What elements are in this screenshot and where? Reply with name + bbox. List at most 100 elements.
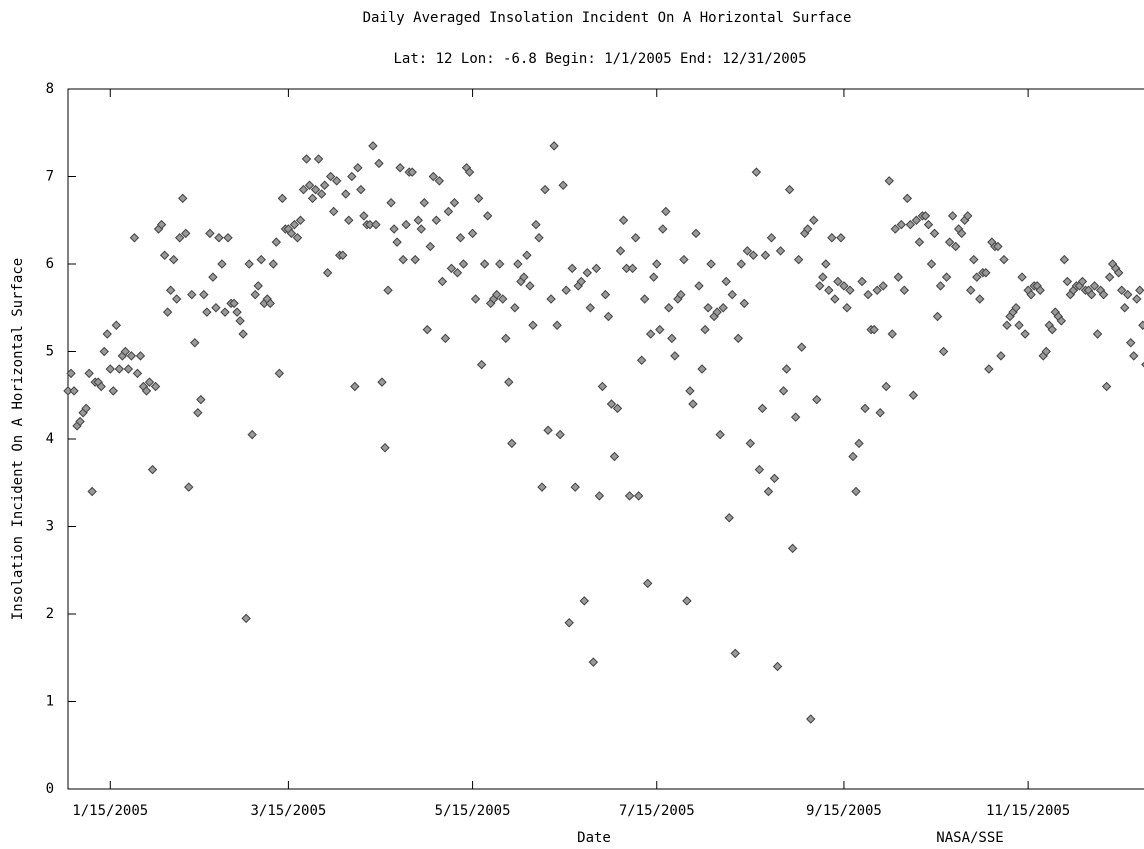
x-tick-label: 5/15/2005	[435, 803, 511, 819]
data-point	[564, 618, 574, 628]
data-point	[642, 578, 653, 589]
data-point	[929, 228, 940, 239]
data-point	[319, 180, 330, 190]
data-point	[549, 141, 559, 151]
data-point	[730, 648, 740, 659]
y-tick-label: 2	[46, 606, 54, 622]
data-point	[1113, 268, 1124, 278]
data-point	[220, 307, 230, 317]
data-point	[652, 259, 662, 269]
data-point	[147, 464, 158, 475]
data-point	[736, 259, 746, 269]
data-point	[498, 294, 508, 304]
data-point	[380, 443, 390, 453]
data-point	[863, 289, 873, 300]
data-point	[588, 657, 599, 667]
data-point	[905, 219, 916, 230]
data-point	[452, 268, 463, 278]
data-point	[395, 163, 405, 173]
data-point	[558, 180, 568, 190]
data-point	[301, 154, 312, 164]
data-point	[196, 394, 206, 405]
data-point	[682, 596, 692, 606]
data-point	[353, 163, 363, 173]
data-point	[1041, 346, 1051, 357]
data-point	[857, 276, 867, 287]
data-point	[932, 311, 943, 322]
data-point	[757, 403, 768, 414]
data-point	[718, 303, 728, 313]
data-point	[307, 193, 318, 204]
data-point	[437, 276, 448, 287]
data-point	[920, 211, 931, 221]
data-point	[636, 355, 647, 365]
data-point	[1101, 381, 1112, 392]
data-point	[286, 228, 297, 239]
x-axis-label: Date	[577, 830, 611, 846]
data-point	[540, 184, 550, 195]
data-point	[975, 294, 985, 304]
data-point	[875, 408, 885, 418]
data-point	[482, 211, 493, 221]
data-point	[389, 224, 399, 234]
data-point	[585, 303, 596, 313]
data-point	[944, 237, 955, 247]
data-point	[316, 189, 327, 199]
data-point	[525, 281, 535, 291]
data-point	[715, 429, 725, 440]
data-point	[356, 184, 366, 195]
data-point	[298, 184, 309, 195]
data-point	[555, 429, 565, 440]
data-point	[344, 215, 354, 225]
data-point	[265, 298, 275, 309]
data-point	[422, 324, 432, 335]
data-point	[1086, 289, 1097, 300]
data-point	[899, 285, 910, 295]
data-point	[120, 346, 131, 357]
data-point	[247, 429, 257, 440]
data-point	[721, 276, 731, 287]
data-point	[96, 381, 106, 392]
data-point	[187, 289, 197, 300]
data-point	[371, 219, 381, 230]
data-point	[984, 364, 994, 374]
data-point	[159, 250, 170, 260]
data-point	[123, 364, 134, 374]
x-tick-label: 9/15/2005	[806, 803, 882, 819]
x-tick-label: 3/15/2005	[250, 803, 326, 819]
y-tick-label: 4	[46, 431, 54, 447]
data-point	[911, 215, 922, 225]
data-point	[842, 303, 852, 313]
data-point	[694, 281, 704, 291]
data-point	[223, 233, 233, 243]
data-point	[649, 272, 659, 282]
y-tick-label: 7	[46, 169, 54, 185]
data-point	[66, 368, 76, 379]
data-point	[691, 228, 701, 239]
chart-subtitle: Lat: 12 Lon: -6.8 Begin: 1/1/2005 End: 1…	[393, 51, 806, 67]
data-point	[775, 246, 786, 256]
data-point	[428, 171, 439, 182]
data-point	[790, 412, 801, 422]
data-point	[956, 228, 967, 239]
data-point	[416, 224, 426, 234]
data-point	[833, 276, 843, 287]
data-point	[75, 416, 85, 427]
data-point	[676, 289, 686, 300]
data-point	[105, 364, 115, 374]
data-point	[923, 219, 934, 230]
data-point	[374, 158, 384, 169]
data-point	[108, 386, 118, 396]
data-point	[238, 329, 248, 339]
data-point	[688, 399, 698, 409]
x-tick-label: 1/15/2005	[72, 803, 148, 819]
data-point	[1077, 276, 1088, 287]
data-point	[697, 364, 707, 374]
data-point	[655, 324, 665, 335]
data-point	[739, 298, 750, 309]
data-point	[839, 281, 849, 291]
data-point	[495, 259, 505, 269]
data-point	[806, 714, 816, 724]
data-point	[217, 259, 227, 269]
